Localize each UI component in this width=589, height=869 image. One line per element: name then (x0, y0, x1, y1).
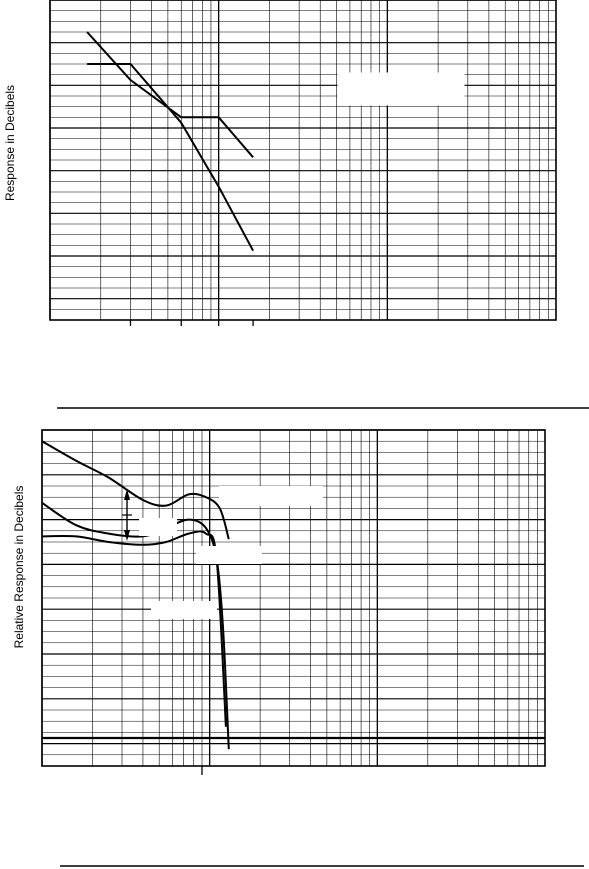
plot-frame (49, 0, 557, 321)
callout-box-3 (196, 546, 262, 564)
series-bottom (41, 440, 230, 750)
callout-box-4 (151, 601, 217, 619)
relative-response-chart (41, 429, 546, 775)
series-line-2 (87, 63, 254, 252)
grid-bottom (41, 429, 546, 775)
callout-box-1 (219, 486, 323, 506)
response-chart (49, 0, 557, 326)
callout-box-2 (139, 518, 177, 536)
grid-top (49, 0, 557, 326)
plot-frame (41, 429, 546, 767)
legend-box-blank (337, 72, 465, 106)
series-line-2 (41, 501, 230, 750)
series-line-1 (41, 440, 230, 540)
tolerance-arrow (122, 489, 132, 541)
series-top (86, 31, 254, 252)
